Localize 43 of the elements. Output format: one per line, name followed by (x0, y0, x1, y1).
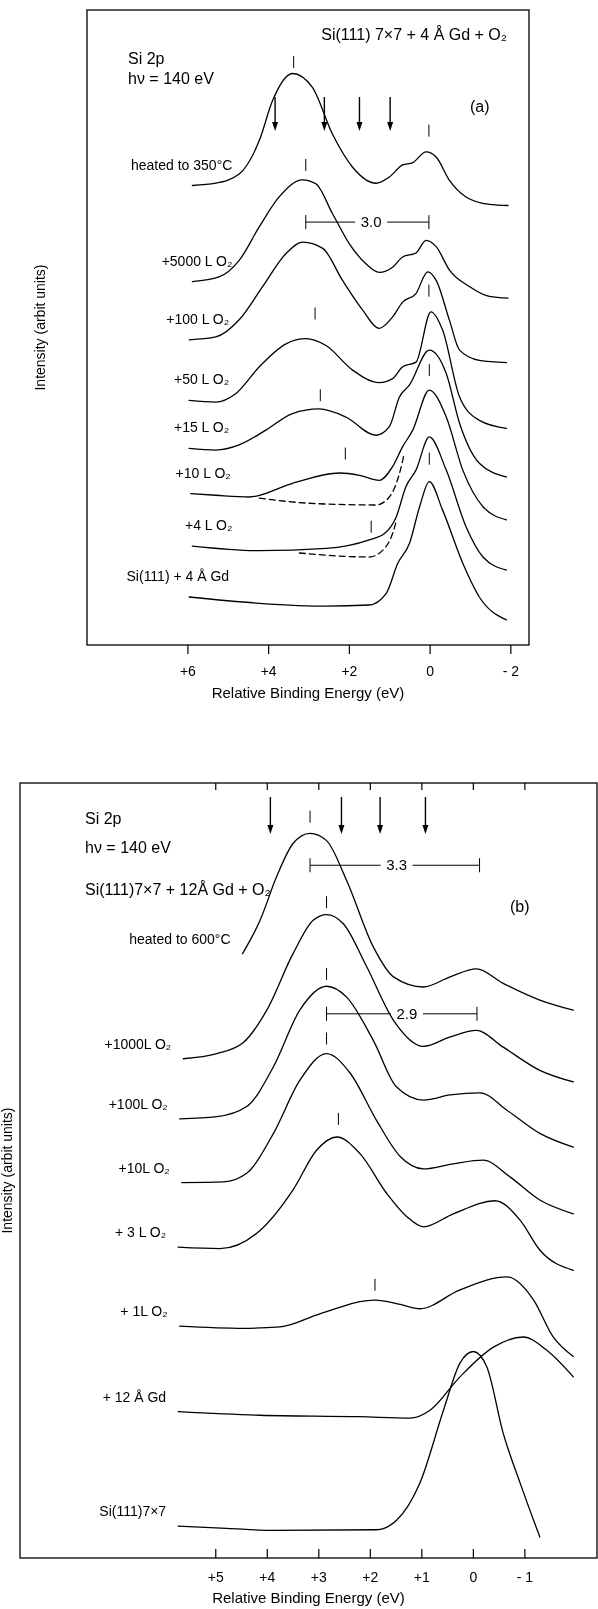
annotation: 3.3 (386, 856, 408, 874)
x-tick-label: - 1 (516, 1569, 534, 1585)
series-label: +100 L O₂ (166, 310, 230, 327)
x-tick-label: +2 (341, 663, 358, 679)
x-tick-label: - 2 (502, 663, 520, 679)
text: Si(111)7×7 + 12Å Gd + O₂ (85, 880, 271, 898)
x-tick-label: +5 (207, 1569, 224, 1585)
annotation: hν = 140 eV (85, 839, 172, 856)
annotation: 2.9 (396, 1004, 418, 1022)
annotation: (b) (510, 898, 530, 915)
series-label: heated to 350°C (131, 156, 233, 173)
x-tick-label: +4 (260, 663, 277, 679)
text: Si 2p (85, 810, 122, 827)
annotation: hν = 140 eV (128, 70, 215, 87)
annotation: (a) (470, 98, 490, 115)
text: Si 2p (128, 50, 165, 67)
series-label: +50 L O₂ (174, 371, 230, 388)
x-axis-title: Relative Binding Energy (eV) (212, 1589, 405, 1606)
series-label: +10 L O₂ (175, 464, 231, 481)
series-label: + 1L O₂ (120, 1303, 168, 1320)
series-label: + 3 L O₂ (114, 1224, 167, 1241)
series-label: +1000L O₂ (104, 1035, 172, 1052)
series-label: +15 L O₂ (174, 419, 230, 436)
chart-title: Si(111) 7×7 + 4 Å Gd + O₂ (321, 25, 507, 43)
y-axis-title: Intensity (arbit units) (0, 1107, 15, 1234)
series-label: + 12 Å Gd (102, 1388, 167, 1405)
x-axis-title: Relative Binding Energy (eV) (211, 684, 405, 701)
x-tick-label: +2 (362, 1569, 379, 1585)
series-label: +10L O₂ (118, 1159, 170, 1176)
x-tick-label: 0 (426, 663, 435, 679)
y-axis-title: Intensity (arbit units) (32, 264, 48, 391)
x-tick-label: +4 (259, 1569, 276, 1585)
x-tick-label: +6 (179, 663, 197, 679)
series-label: +100L O₂ (108, 1095, 168, 1112)
series-label: Si(111)7×7 (99, 1503, 167, 1520)
x-tick-label: +3 (310, 1569, 327, 1585)
x-tick-label: +1 (413, 1569, 431, 1585)
series-label: heated to 600°C (129, 930, 231, 947)
series-label: Si(111) + 4 Å Gd (126, 567, 230, 584)
series-label: +4 L O₂ (185, 517, 233, 534)
series-label: +5000 L O₂ (161, 252, 233, 269)
annotation: 3.0 (360, 213, 382, 231)
x-tick-label: 0 (469, 1569, 478, 1585)
